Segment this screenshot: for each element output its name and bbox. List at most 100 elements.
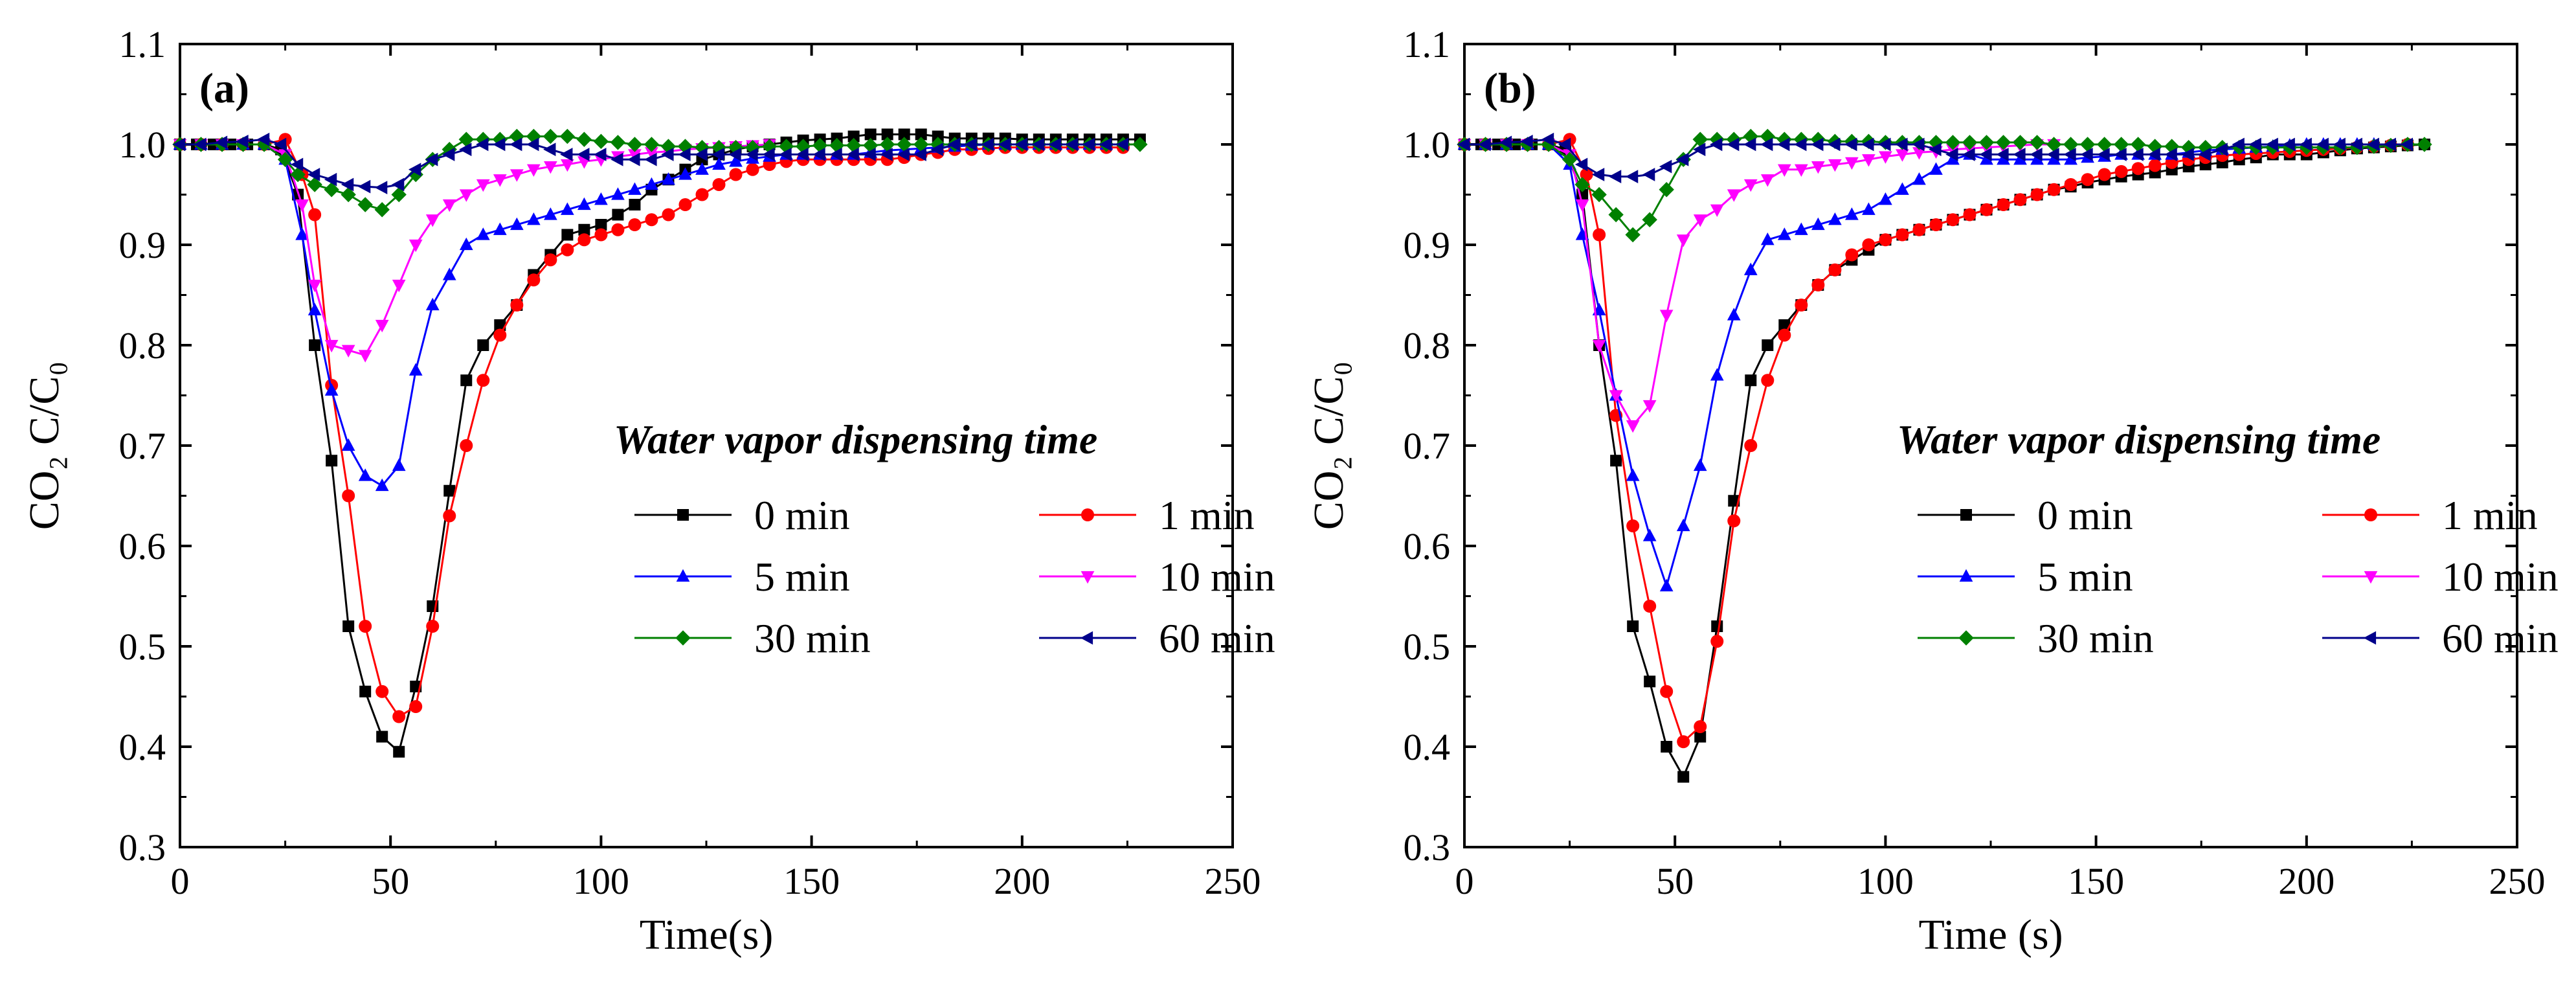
- data-point: [526, 164, 541, 177]
- data-point: [1625, 170, 1639, 183]
- data-point: [712, 157, 726, 170]
- legend-marker: [1958, 630, 1974, 646]
- legend-label: 30 min: [754, 615, 871, 661]
- data-point: [2164, 148, 2177, 161]
- data-point: [1625, 227, 1641, 243]
- legend-marker: [2364, 508, 2377, 521]
- data-point: [214, 135, 228, 150]
- data-point: [526, 137, 539, 152]
- data-point: [526, 212, 541, 225]
- x-tick-label: 250: [1205, 860, 1261, 902]
- data-point: [593, 133, 609, 150]
- data-point: [645, 213, 658, 227]
- data-point: [376, 731, 388, 743]
- y-tick-label: 1.0: [1404, 124, 1451, 166]
- data-point: [543, 128, 559, 144]
- data-point: [2113, 137, 2129, 152]
- y-tick-label: 0.4: [1404, 726, 1451, 768]
- data-point: [277, 152, 293, 167]
- data-point: [295, 199, 309, 212]
- y-tick-label: 1.0: [119, 124, 166, 166]
- data-point: [1929, 162, 1943, 175]
- data-point: [1828, 137, 1841, 152]
- data-point: [2383, 137, 2396, 152]
- data-point: [357, 179, 371, 194]
- data-point: [194, 137, 207, 152]
- series-5-min: [1457, 137, 2381, 592]
- legend-label: 0 min: [754, 492, 850, 538]
- data-point: [1929, 142, 1942, 157]
- data-point: [628, 149, 642, 162]
- legend-item: 10 min: [2322, 554, 2559, 600]
- data-point: [476, 374, 490, 387]
- data-point: [1743, 179, 1758, 192]
- data-point: [981, 137, 994, 152]
- data-point: [879, 137, 895, 152]
- data-point: [2096, 137, 2112, 152]
- data-point: [341, 438, 355, 451]
- legend-item: 5 min: [1918, 554, 2133, 600]
- y-axis-label: CO₂ C/C₀: [1305, 361, 1352, 530]
- chart-panel-b: 0 50 100 150 200 250 0.3 0.4 0.5 0.6 0.7 0.8 0.9 1.0 1…: [1305, 23, 2559, 959]
- data-point: [290, 157, 304, 172]
- data-point: [425, 152, 438, 166]
- data-point: [493, 137, 506, 152]
- data-point: [493, 222, 507, 235]
- data-point: [1675, 152, 1689, 166]
- data-point: [375, 478, 389, 492]
- y-tick-label: 0.6: [119, 525, 166, 567]
- data-point: [561, 159, 574, 172]
- data-point: [1878, 137, 1891, 152]
- series-60-min: [172, 132, 1128, 194]
- data-point: [1626, 420, 1640, 433]
- data-point: [627, 152, 640, 166]
- y-tick-label: 0.8: [1404, 324, 1451, 367]
- data-point: [460, 374, 473, 387]
- y-tick-label: 1.1: [119, 23, 166, 65]
- data-point: [2098, 168, 2111, 181]
- data-point: [913, 148, 926, 161]
- data-point: [2114, 148, 2127, 161]
- legend-item: 30 min: [1918, 615, 2154, 661]
- series-10-min: [1457, 139, 2061, 433]
- data-point: [2063, 137, 2079, 152]
- data-point: [492, 131, 508, 147]
- data-point: [2215, 142, 2228, 157]
- data-point: [796, 148, 809, 161]
- data-point: [1861, 137, 1874, 152]
- data-point: [2131, 162, 2145, 176]
- data-point: [359, 685, 372, 698]
- data-point: [443, 484, 456, 497]
- data-point: [341, 177, 354, 192]
- legend-marker: [1080, 631, 1093, 645]
- data-point: [594, 148, 607, 161]
- data-point: [1642, 528, 1657, 541]
- legend-marker: [1081, 508, 1094, 521]
- data-point: [309, 339, 321, 351]
- data-point: [2400, 137, 2413, 152]
- data-point: [493, 174, 507, 187]
- data-point: [459, 189, 473, 202]
- data-point: [1574, 177, 1590, 192]
- data-point: [577, 197, 591, 210]
- data-point: [1132, 137, 1148, 152]
- data-point: [610, 152, 623, 166]
- data-point: [932, 130, 944, 142]
- data-point: [1677, 735, 1690, 749]
- data-point: [1659, 182, 1674, 198]
- y-tick-label: 0.7: [1404, 425, 1451, 467]
- data-point: [1593, 228, 1606, 242]
- data-point: [1811, 217, 1825, 231]
- data-point: [409, 700, 423, 713]
- x-tick-label: 100: [573, 860, 629, 902]
- data-point: [627, 137, 643, 152]
- x-tick-label: 150: [783, 860, 840, 902]
- data-point: [391, 187, 407, 203]
- data-point: [661, 148, 674, 161]
- data-point: [308, 279, 322, 293]
- data-point: [2114, 164, 2128, 178]
- series-line: [1464, 143, 2054, 427]
- data-point: [611, 223, 625, 236]
- legend-item: 60 min: [2322, 615, 2559, 661]
- data-point: [2012, 135, 2028, 150]
